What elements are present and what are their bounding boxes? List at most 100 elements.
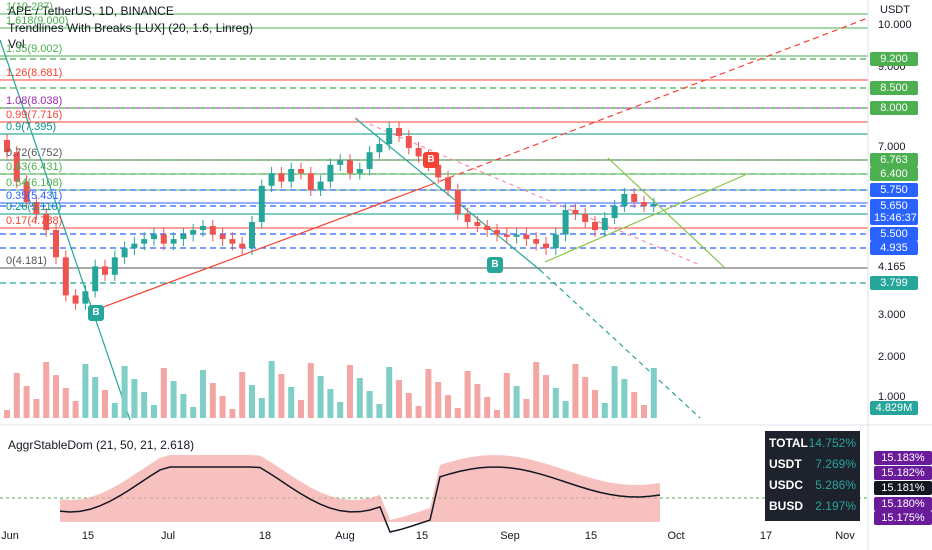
fib-label: 0.72(6.752) <box>6 147 63 159</box>
fib-label: 0(4.181) <box>6 255 47 267</box>
candle-body <box>415 148 422 157</box>
candle-body <box>209 226 216 235</box>
volume-bar <box>366 391 373 418</box>
candle-body <box>454 190 461 214</box>
price-label: 15:46:37 <box>870 211 918 225</box>
volume-bar <box>170 381 177 418</box>
candle-body <box>249 222 255 249</box>
volume-bar <box>582 377 589 418</box>
indicator-value-label: 15.183% <box>874 451 932 465</box>
candle-body <box>474 222 481 226</box>
volume-bar <box>13 373 20 418</box>
fib-label: 1.618(9.000) <box>6 15 69 27</box>
volume-bar <box>396 380 402 418</box>
fib-label: 0.17(4.788) <box>6 215 63 227</box>
volume-bar <box>307 363 314 418</box>
volume-bar <box>53 375 59 418</box>
volume-bar <box>621 379 628 418</box>
price-tick: 10.000 <box>878 19 912 31</box>
fib-label: 1.35(9.002) <box>6 43 63 55</box>
indicator-value-label: 15.175% <box>874 511 932 525</box>
price-tick: 4.165 <box>878 261 906 273</box>
candle-body <box>347 160 353 174</box>
fib-label: 0.35(5.431) <box>6 190 63 202</box>
stats-row: TOTAL 14.752% <box>769 433 856 454</box>
candle-body <box>503 234 510 237</box>
trendline-indicator-title[interactable]: Trendlines With Breaks [LUX] (20, 1.6, L… <box>8 21 253 35</box>
stats-name: BUSD <box>769 499 804 513</box>
volume-title[interactable]: Vol <box>8 37 25 51</box>
candle-body <box>396 128 402 136</box>
volume-bar <box>219 396 226 418</box>
stats-table: TOTAL 14.752% USDT 7.269% USDC 5.286% BUSD 2.19… <box>765 431 860 521</box>
indicator-value-label: 15.180% <box>874 497 932 511</box>
candle-body <box>317 181 324 190</box>
symbol-title[interactable]: APE / TetherUS, 1D, BINANCE <box>8 4 174 18</box>
volume-bar <box>533 362 540 418</box>
volume-bar <box>23 386 30 418</box>
price-label: 4.935 <box>870 241 918 255</box>
time-tick: 15 <box>415 530 429 542</box>
price-label: 8.500 <box>870 81 918 95</box>
volume-bar <box>376 404 383 418</box>
volume-bars <box>4 361 657 418</box>
candle-body <box>445 177 451 190</box>
fib-label: 0.99(7.716) <box>6 109 63 121</box>
stats-value: 7.269% <box>815 457 856 471</box>
volume-bar <box>239 372 246 418</box>
price-label: 4.829M <box>870 401 918 415</box>
volume-bar <box>543 375 549 418</box>
candle-body <box>190 230 197 235</box>
candle-body <box>298 169 304 174</box>
candle-body <box>582 214 589 222</box>
candle-body <box>562 210 569 235</box>
candle-body <box>239 243 246 249</box>
time-tick: Oct <box>667 530 685 542</box>
fib-label: 0.26(5.110) <box>6 201 62 213</box>
price-label: 6.763 <box>870 153 918 167</box>
volume-bar <box>43 362 50 418</box>
candles <box>4 122 657 310</box>
time-tick: 15 <box>81 530 95 542</box>
volume-bar <box>641 405 647 418</box>
candle-body <box>288 169 295 182</box>
volume-bar <box>572 364 579 418</box>
volume-bar <box>552 388 559 418</box>
volume-bar <box>386 367 393 418</box>
volume-bar <box>151 405 157 418</box>
volume-bar <box>435 382 442 418</box>
stats-name: USDC <box>769 478 804 492</box>
stats-name: TOTAL <box>769 436 808 450</box>
lower-indicator-title[interactable]: AggrStableDom (21, 50, 21, 2.618) <box>8 438 195 452</box>
volume-bar <box>611 366 618 418</box>
stable-dominance-indicator <box>0 455 868 533</box>
candle-body <box>102 266 108 275</box>
volume-bar <box>92 377 99 418</box>
stats-value: 2.197% <box>815 499 856 513</box>
volume-bar <box>327 389 334 418</box>
candle-body <box>592 222 598 230</box>
candle-body <box>141 239 148 244</box>
candle-body <box>435 164 442 178</box>
volume-bar <box>503 373 510 418</box>
stats-row: USDC 5.286% <box>769 475 856 496</box>
fib-label: 1.26(8.681) <box>6 67 63 79</box>
stats-value: 5.286% <box>815 478 856 492</box>
volume-bar <box>190 407 197 418</box>
time-tick: Jul <box>160 530 176 542</box>
volume-bar <box>160 368 167 418</box>
candle-body <box>533 239 540 244</box>
candle-body <box>386 128 393 144</box>
price-label: 8.000 <box>870 101 918 115</box>
candle-body <box>572 210 579 214</box>
price-tick: 7.000 <box>878 141 906 153</box>
volume-bar <box>209 383 216 418</box>
currency-label: USDT <box>880 4 910 16</box>
trendline <box>544 174 746 263</box>
candle-body <box>23 181 30 202</box>
candle-body <box>111 257 118 275</box>
price-label: 5.500 <box>870 227 918 241</box>
time-tick: Jun <box>1 530 19 542</box>
volume-bar <box>82 364 89 418</box>
